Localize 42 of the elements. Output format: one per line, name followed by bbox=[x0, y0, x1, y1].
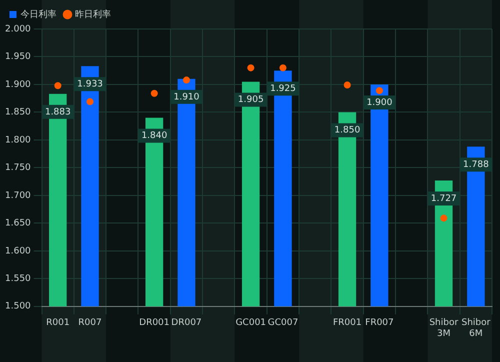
legend-label: 今日利率 bbox=[20, 8, 56, 20]
legend-label: 昨日利率 bbox=[75, 8, 111, 20]
point bbox=[344, 82, 351, 89]
y-tick-label: 1.850 bbox=[5, 108, 32, 118]
y-tick-label: 1.700 bbox=[5, 190, 32, 201]
point bbox=[150, 90, 158, 97]
point bbox=[182, 76, 190, 84]
data-label: 1.788 bbox=[463, 160, 490, 170]
y-tick-label: 2.000 bbox=[5, 24, 32, 34]
x-tick-label: FR007 bbox=[365, 318, 394, 328]
data-label: 1.850 bbox=[334, 126, 360, 136]
y-tick-label: 1.800 bbox=[5, 135, 32, 146]
data-label: 1.840 bbox=[141, 131, 168, 142]
point bbox=[54, 82, 62, 90]
x-tick-label: DR001 bbox=[139, 318, 170, 328]
point bbox=[247, 64, 254, 72]
x-tick-label: FR001 bbox=[332, 318, 362, 328]
data-label: 1.925 bbox=[270, 84, 296, 94]
x-tick-label: Shibor 6M bbox=[462, 318, 491, 339]
point bbox=[279, 64, 286, 72]
y-tick-label: 1.750 bbox=[5, 163, 32, 174]
x-tick-label: R001 bbox=[46, 318, 70, 328]
point bbox=[376, 87, 383, 94]
y-tick-label: 1.950 bbox=[5, 52, 32, 62]
point bbox=[440, 214, 448, 222]
data-label: 1.883 bbox=[44, 107, 71, 118]
data-label: 1.727 bbox=[430, 194, 457, 204]
x-tick-label: Shibor 3M bbox=[429, 318, 458, 339]
x-tick-label: GC007 bbox=[268, 318, 298, 328]
x-tick-label: GC001 bbox=[236, 318, 266, 328]
point bbox=[86, 98, 94, 106]
data-label: 1.900 bbox=[366, 98, 393, 108]
data-label: 1.905 bbox=[238, 95, 264, 106]
data-label: 1.910 bbox=[174, 92, 200, 102]
y-tick-label: 1.650 bbox=[5, 218, 32, 229]
y-tick-label: 1.900 bbox=[5, 80, 32, 90]
y-tick-label: 1.550 bbox=[5, 274, 32, 284]
y-tick-label: 1.500 bbox=[5, 302, 32, 312]
x-tick-label: R007 bbox=[78, 318, 102, 328]
data-label: 1.933 bbox=[77, 80, 103, 90]
y-tick-label: 1.600 bbox=[5, 246, 32, 256]
x-tick-label: DR007 bbox=[171, 318, 202, 328]
